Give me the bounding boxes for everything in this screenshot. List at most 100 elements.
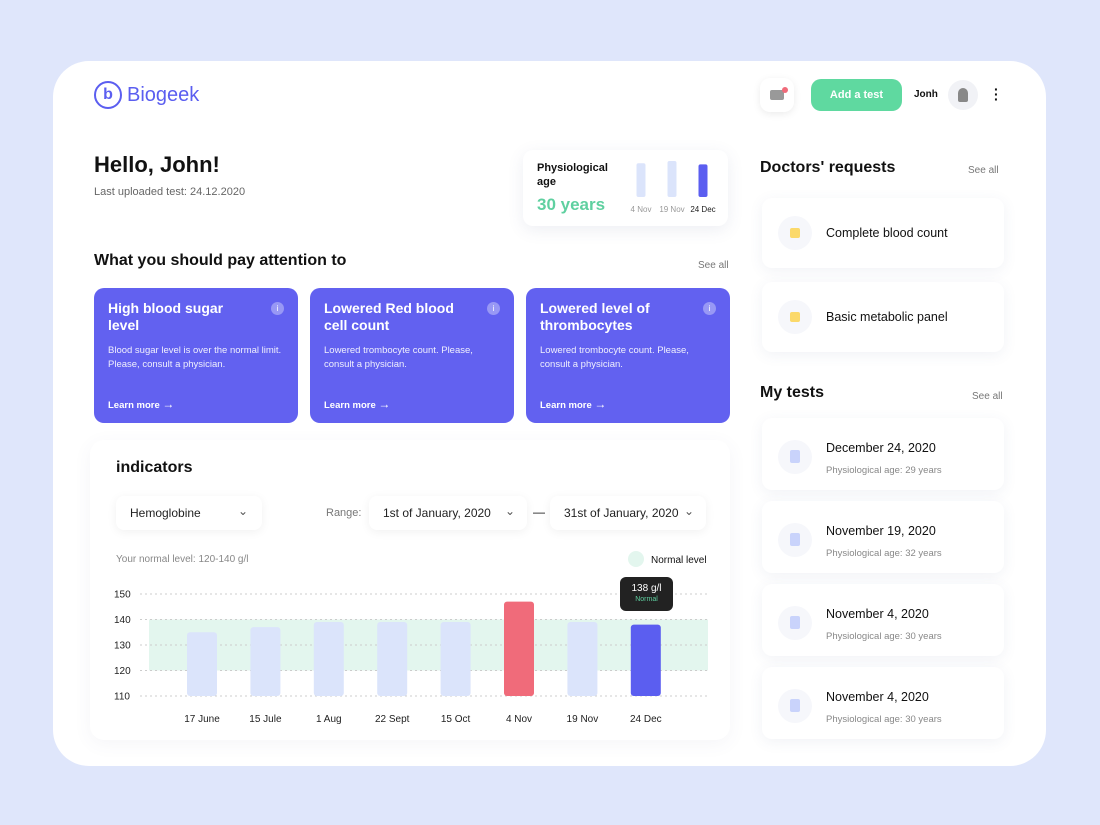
badge: [782, 87, 788, 93]
chevron: ⌄: [237, 504, 248, 518]
test-age: Physiological age: 30 years: [826, 631, 942, 642]
bar: [313, 622, 344, 696]
request-icon: [778, 216, 812, 250]
alert-title: High blood sugar level: [108, 300, 224, 333]
test-date: December 24, 2020: [826, 441, 936, 455]
test-item[interactable]: November 4, 2020 Physiological age: 30 ye…: [762, 584, 1004, 656]
alert-text: Blood sugar level is over the normal lim…: [108, 345, 282, 370]
menu[interactable]: · · ·: [994, 81, 999, 107]
select-text: Hemoglobine: [130, 506, 201, 520]
doctors-title: Doctors' requests: [760, 159, 896, 176]
age-bar-label: 19 Nov: [659, 205, 684, 214]
request-item[interactable]: Complete blood count: [762, 198, 1004, 268]
age-card: [523, 150, 728, 226]
test-item[interactable]: November 4, 2020 Physiological age: 30 ye…: [762, 667, 1004, 739]
alert-card: Lowered Red blood cell count Lowered trom…: [310, 288, 514, 423]
arrow: →: [594, 397, 607, 411]
x-tick-label: 4 Nov: [506, 714, 532, 725]
test-icon: [778, 606, 812, 640]
request-name: Complete blood count: [826, 226, 948, 240]
chevron: ⌄: [683, 504, 694, 518]
tooltip: 138 g/l Normal: [620, 577, 673, 611]
alert-card: Lowered level of thrombocytes Lowered tro…: [526, 288, 730, 423]
add-test-button[interactable]: Add a test: [811, 79, 902, 111]
learn-more[interactable]: Learn more →: [108, 397, 175, 411]
test-icon: [778, 689, 812, 723]
user-name: Jonh: [914, 89, 938, 100]
avatar[interactable]: [948, 80, 978, 110]
mail-icon: [770, 90, 784, 100]
x-tick-label: 15 Oct: [441, 714, 471, 725]
range-label: Range:: [326, 507, 362, 519]
tooltip-value: 138 g/l: [631, 583, 662, 594]
alert-card: High blood sugar level Blood sugar level …: [94, 288, 298, 423]
range-separator: —: [533, 505, 545, 519]
test-item[interactable]: December 24, 2020 Physiological age: 29 y…: [762, 418, 1004, 490]
legend-label: Normal level: [651, 555, 707, 566]
from-text: 1st of January, 2020: [383, 506, 491, 520]
section-title: What you should pay attention to: [94, 252, 347, 269]
doc-icon: [790, 228, 800, 238]
bar: [377, 622, 408, 696]
y-tick-label: 140: [114, 615, 131, 626]
info-icon: i: [271, 302, 284, 315]
tests-title: My tests: [760, 384, 825, 401]
bar: [187, 632, 217, 696]
age-label: Physiological age: [537, 162, 608, 188]
request-item[interactable]: Basic metabolic panel: [762, 282, 1004, 352]
see-all[interactable]: See all: [698, 260, 729, 271]
test-date: November 19, 2020: [826, 524, 936, 538]
x-tick-label: 1 Aug: [316, 714, 342, 725]
doc-icon: [790, 312, 800, 322]
test-age: Physiological age: 29 years: [826, 465, 942, 476]
alert-text: Lowered trombocyte count. Please, consul…: [324, 345, 473, 370]
age-bar: [636, 163, 646, 197]
see-all[interactable]: See all: [968, 165, 999, 176]
info-icon: i: [487, 302, 500, 315]
indicator-chart: 110 120 130 140 150 17 June 15 Jule 1 Aug 22 Sep…: [114, 590, 710, 725]
age-chart: 4 Nov 19 Nov 24 Dec: [631, 161, 716, 214]
x-tick-label: 22 Sept: [375, 714, 410, 725]
learn-more[interactable]: Learn more →: [324, 397, 391, 411]
age-value: 30 years: [537, 195, 606, 214]
greeting: Hello, John!: [94, 152, 220, 177]
logo[interactable]: Biogeek: [127, 84, 200, 106]
learn-more[interactable]: Learn more →: [540, 397, 607, 411]
chevron: ⌄: [504, 504, 515, 518]
indicators-title: indicators: [116, 459, 193, 476]
doc-icon: [790, 616, 800, 629]
doc-icon: [790, 533, 800, 546]
normal-note: Your normal level: 120-140 g/l: [116, 554, 249, 565]
test-item[interactable]: November 19, 2020 Physiological age: 32 y…: [762, 501, 1004, 573]
from-select[interactable]: 1st of January, 2020 ⌄: [369, 496, 527, 530]
doc-icon: [790, 699, 800, 712]
legend-swatch: [628, 551, 644, 567]
logo-icon: b: [94, 81, 122, 109]
test-icon: [778, 440, 812, 474]
to-select[interactable]: 31st of January, 2020 ⌄: [550, 496, 706, 530]
bar: [250, 627, 281, 696]
test-icon: [778, 523, 812, 557]
alert-text: Lowered trombocyte count. Please, consul…: [540, 345, 689, 370]
to-text: 31st of January, 2020: [564, 506, 679, 520]
age-bar-label: 24 Dec: [690, 205, 715, 214]
y-tick-label: 110: [114, 692, 130, 703]
y-tick-label: 150: [114, 590, 131, 601]
test-age: Physiological age: 32 years: [826, 548, 942, 559]
test-date: November 4, 2020: [826, 607, 929, 621]
x-tick-label: 17 June: [184, 714, 220, 725]
bar: [567, 622, 598, 696]
indicator-select[interactable]: Hemoglobine ⌄: [116, 496, 262, 530]
arrow: →: [162, 397, 175, 411]
age-bar-label: 4 Nov: [631, 205, 652, 214]
test-date: November 4, 2020: [826, 690, 929, 704]
mail-button[interactable]: [760, 78, 794, 112]
normal-band: [149, 619, 708, 671]
alert-title: Lowered level of thrombocytes: [540, 300, 650, 333]
y-tick-label: 120: [114, 666, 131, 677]
x-tick-label: 24 Dec: [630, 714, 662, 725]
test-age: Physiological age: 30 years: [826, 714, 942, 725]
see-all[interactable]: See all: [972, 391, 1003, 402]
avatar-icon: [958, 88, 968, 102]
